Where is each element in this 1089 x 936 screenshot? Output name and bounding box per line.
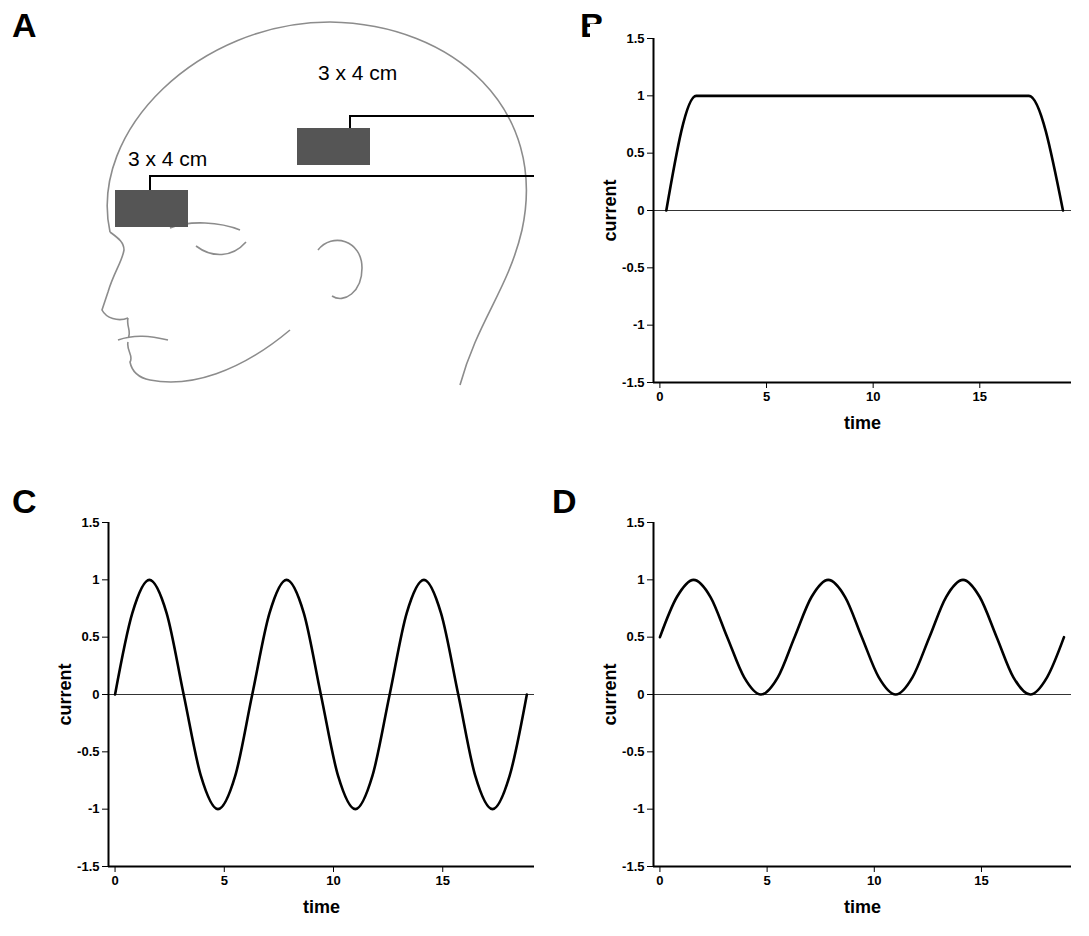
svg-text:3 x 4 cm: 3 x 4 cm [128, 147, 207, 170]
svg-text:-0.5: -0.5 [622, 260, 644, 275]
svg-text:time: time [844, 897, 881, 917]
svg-text:-1.5: -1.5 [622, 375, 644, 390]
svg-text:15: 15 [974, 873, 988, 888]
svg-text:5: 5 [763, 873, 770, 888]
svg-text:-1: -1 [88, 801, 100, 816]
svg-text:5: 5 [763, 389, 770, 404]
svg-text:0: 0 [656, 873, 663, 888]
svg-text:10: 10 [866, 389, 880, 404]
svg-text:1.5: 1.5 [626, 31, 644, 46]
svg-text:0: 0 [656, 389, 663, 404]
svg-text:-1: -1 [633, 801, 645, 816]
svg-text:0: 0 [92, 687, 99, 702]
svg-text:current: current [600, 663, 620, 725]
svg-text:1.5: 1.5 [81, 515, 99, 530]
svg-text:current: current [55, 663, 75, 725]
svg-text:0.5: 0.5 [626, 629, 644, 644]
svg-text:5: 5 [221, 873, 228, 888]
svg-text:10: 10 [867, 873, 881, 888]
svg-text:-1.5: -1.5 [622, 859, 644, 874]
svg-text:15: 15 [973, 389, 987, 404]
svg-text:1: 1 [92, 572, 99, 587]
svg-text:10: 10 [326, 873, 340, 888]
svg-text:-1.5: -1.5 [77, 859, 99, 874]
html-text:A: A [12, 6, 37, 44]
svg-text:time: time [303, 897, 340, 917]
svg-text:current: current [600, 179, 620, 241]
svg-text:0: 0 [637, 203, 644, 218]
svg-text:-0.5: -0.5 [622, 744, 644, 759]
svg-text:0.5: 0.5 [81, 629, 99, 644]
svg-text:1: 1 [637, 572, 644, 587]
svg-text:3 x 4 cm: 3 x 4 cm [318, 61, 397, 84]
html-text:D: D [552, 482, 577, 520]
svg-text:15: 15 [436, 873, 450, 888]
svg-text:1.5: 1.5 [626, 515, 644, 530]
svg-text:-1: -1 [633, 317, 645, 332]
html-text:B: B [580, 6, 605, 44]
svg-text:time: time [844, 413, 881, 433]
svg-text:-0.5: -0.5 [77, 744, 99, 759]
html-text:C: C [12, 482, 37, 520]
svg-text:0: 0 [111, 873, 118, 888]
svg-text:0: 0 [637, 687, 644, 702]
svg-text:0.5: 0.5 [626, 145, 644, 160]
svg-text:1: 1 [637, 88, 644, 103]
